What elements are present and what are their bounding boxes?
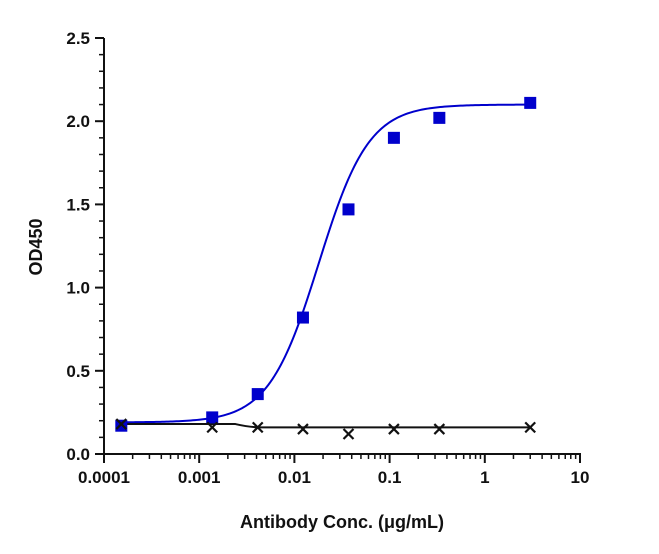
data-markers [115, 96, 537, 440]
square-marker [296, 311, 309, 324]
square-marker [433, 111, 446, 124]
x-marker [342, 428, 355, 440]
x-marker-stroke [524, 421, 536, 434]
square-marker [115, 419, 128, 432]
x-marker [433, 423, 446, 435]
x-marker-stroke [206, 421, 218, 434]
y-tick-label: 0.0 [66, 445, 90, 464]
y-tick-label: 0.5 [66, 362, 90, 381]
y-axis-title: OD450 [26, 218, 46, 275]
fit-curves [121, 103, 531, 429]
x-marker-stroke [342, 428, 355, 440]
axes: 0.0 0.5 1.0 1.5 2.0 2.5 0.0001 0.001 0.01 0.1 1 10 [66, 29, 589, 487]
x-marker [251, 421, 264, 434]
x-tick-label: 0.0001 [78, 468, 130, 487]
y-tick-label: 2.0 [66, 112, 90, 131]
square-marker [206, 411, 219, 424]
fit-curve-1 [121, 103, 531, 424]
x-axis-title: Antibody Conc. (μg/mL) [240, 512, 444, 532]
y-tick-label: 1.5 [66, 195, 90, 214]
y-tick-label: 2.5 [66, 29, 90, 48]
square-marker [342, 203, 355, 216]
y-tick-label: 1.0 [66, 279, 90, 298]
x-marker-stroke [115, 418, 128, 430]
square-marker [251, 388, 264, 401]
x-marker [524, 421, 536, 434]
x-tick-label: 10 [571, 468, 590, 487]
x-marker [388, 423, 400, 435]
fit-curve-2 [121, 423, 531, 429]
x-marker-stroke [251, 421, 264, 434]
x-tick-label: 0.1 [378, 468, 402, 487]
x-marker [206, 421, 218, 434]
x-marker-stroke [297, 423, 309, 435]
square-marker [387, 131, 400, 144]
x-tick-label: 0.01 [278, 468, 311, 487]
square-marker [524, 96, 537, 109]
x-marker [297, 423, 309, 435]
x-marker-stroke [433, 423, 446, 435]
x-marker [115, 418, 128, 430]
x-marker-stroke [388, 423, 400, 435]
x-tick-label: 0.001 [178, 468, 221, 487]
x-tick-label: 1 [480, 468, 489, 487]
